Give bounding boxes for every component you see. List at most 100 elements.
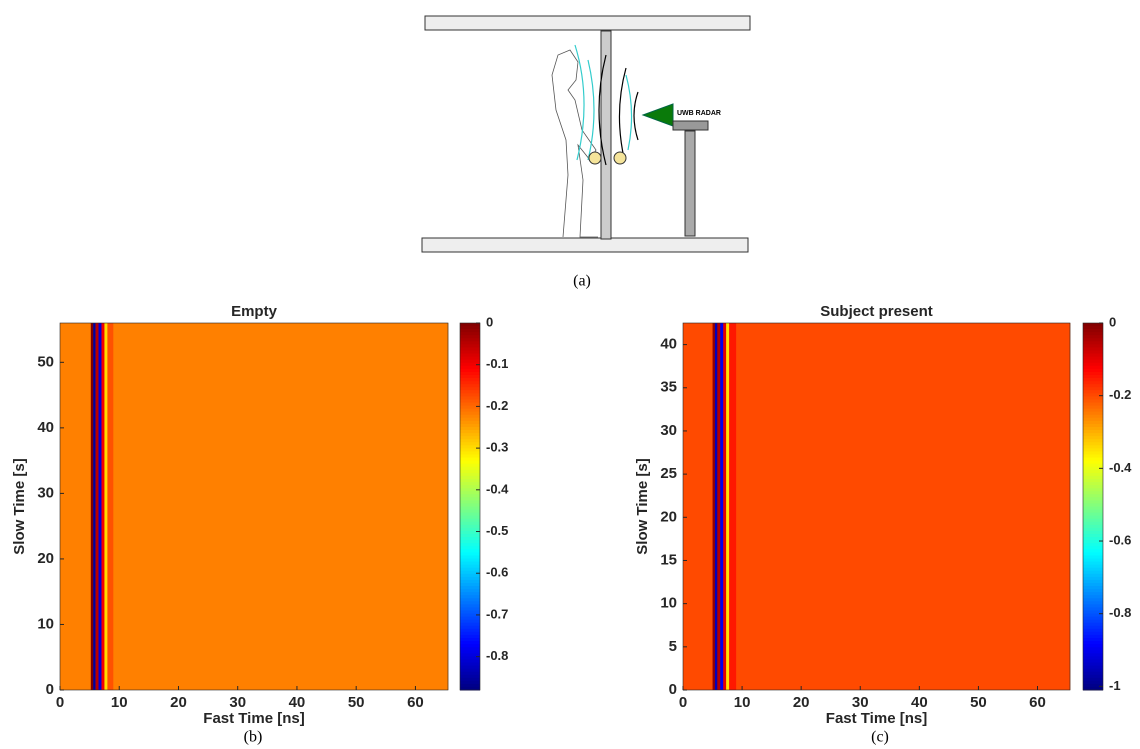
colorbar-tick-label: -0.3 [486, 440, 508, 455]
colorbar-step [460, 558, 480, 563]
x-tick-label: 10 [111, 694, 128, 711]
ceiling [424, 15, 751, 31]
setup-diagram: UWB RADAR [421, 15, 751, 253]
heat-cell [98, 323, 102, 690]
colorbar-step [1083, 586, 1103, 590]
colorbar-step [1083, 506, 1103, 511]
heat-cell [723, 323, 727, 690]
colorbar-step [1083, 356, 1103, 361]
colorbar-step [1083, 374, 1103, 379]
y-tick-label: 10 [37, 615, 54, 632]
colorbar-step [460, 341, 480, 345]
colorbar-step [460, 644, 480, 648]
colorbar-step [1083, 488, 1103, 492]
colorbar-tick-label: -0.7 [486, 606, 508, 621]
colorbar-step [1083, 347, 1103, 352]
colorbar-step [1083, 582, 1103, 587]
colorbar-step [1083, 521, 1103, 526]
colorbar-step [460, 573, 480, 578]
colorbar-step [1083, 436, 1103, 440]
x-tick-label: 50 [970, 694, 987, 711]
colorbar-step [1083, 387, 1103, 391]
colorbar-step [460, 671, 480, 676]
colorbar-step [460, 622, 480, 627]
colorbar-step [1083, 530, 1103, 535]
y-tick-label: 20 [37, 550, 54, 567]
colorbar-step [460, 677, 480, 682]
colorbar-step [460, 543, 480, 547]
colorbar-step [460, 607, 480, 611]
y-tick-label: 40 [660, 336, 677, 353]
colorbar-step [460, 482, 480, 486]
colorbar-step [1083, 368, 1103, 373]
colorbar-step [460, 371, 480, 376]
colorbar-step [1083, 344, 1103, 348]
colorbar-step [1083, 460, 1103, 465]
colorbar-step [1083, 619, 1103, 624]
colorbar-step [460, 368, 480, 373]
colorbar-step [460, 641, 480, 645]
radar-label: UWB RADAR [677, 110, 721, 117]
colorbar-step [460, 625, 480, 630]
colorbar-step [460, 405, 480, 410]
colorbar-step [460, 653, 480, 657]
colorbar-step [460, 540, 480, 544]
colorbar-step [1083, 604, 1103, 608]
x-tick-label: 60 [1029, 694, 1046, 711]
colorbar-step [1083, 631, 1103, 636]
colorbar-step [460, 417, 480, 422]
colorbar-step [460, 430, 480, 434]
colorbar-step [460, 323, 480, 327]
colorbar-step [460, 457, 480, 462]
colorbar-step [1083, 365, 1103, 370]
colorbar-step [460, 485, 480, 489]
colorbar-step [1083, 555, 1103, 559]
colorbar-step [1083, 396, 1103, 400]
colorbar-step [460, 335, 480, 339]
colorbar-step [460, 619, 480, 624]
caption: (a) [573, 273, 591, 290]
colorbar-tick-label: -0.4 [486, 481, 509, 496]
heat-cell [113, 323, 449, 690]
colorbar-step [1083, 537, 1103, 541]
colorbar-step [460, 359, 480, 364]
colorbar-tick-label: -0.2 [1109, 387, 1131, 402]
y-tick-label: 5 [669, 638, 677, 655]
colorbar-step [460, 411, 480, 416]
colorbar-step [460, 436, 480, 440]
colorbar-step [1083, 686, 1103, 691]
colorbar-step [460, 686, 480, 691]
colorbar-step [460, 454, 480, 459]
colorbar-step [1083, 341, 1103, 345]
x-tick-label: 0 [56, 694, 64, 711]
colorbar-step [460, 537, 480, 541]
hand [588, 151, 602, 165]
y-tick-label: 40 [37, 419, 54, 436]
colorbar-step [1083, 546, 1103, 550]
colorbar-step [1083, 466, 1103, 471]
colorbar-step [460, 530, 480, 535]
colorbar-tick-label: -0.2 [486, 398, 508, 413]
colorbar-step [1083, 570, 1103, 575]
colorbar-step [460, 353, 480, 358]
colorbar-step [460, 595, 480, 599]
colorbar-step [1083, 601, 1103, 605]
colorbar-step [1083, 485, 1103, 489]
colorbar-step [1083, 610, 1103, 615]
colorbar-step [1083, 414, 1103, 419]
heat-cell [104, 323, 108, 690]
colorbar-step [460, 576, 480, 581]
heat-cell [736, 323, 1071, 690]
colorbar-step [460, 463, 480, 468]
colorbar-step [1083, 543, 1103, 547]
colorbar-step [1083, 564, 1103, 569]
colorbar-step [1083, 384, 1103, 388]
colorbar-step [460, 350, 480, 355]
colorbar-step [460, 601, 480, 605]
colorbar-step [1083, 430, 1103, 434]
colorbar-step [1083, 393, 1103, 397]
colorbar-step [1083, 527, 1103, 532]
colorbar-step [1083, 402, 1103, 407]
colorbar-step [1083, 445, 1103, 449]
colorbar-step [1083, 454, 1103, 459]
